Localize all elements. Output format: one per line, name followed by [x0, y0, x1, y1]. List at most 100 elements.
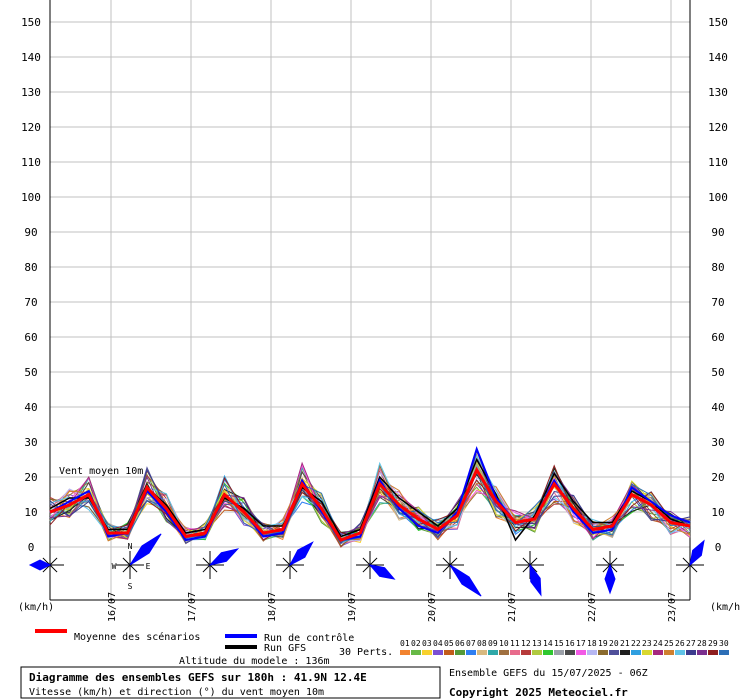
member-swatch: [686, 650, 696, 655]
compass-letter: N: [128, 542, 133, 551]
member-id: 20: [609, 639, 619, 648]
member-swatch: [642, 650, 652, 655]
x-tick-label: 18/07: [267, 592, 278, 622]
x-tick-label: 19/07: [347, 592, 358, 622]
member-id: 12: [521, 639, 531, 648]
compass-letter: S: [128, 582, 133, 591]
rose-spoke: [289, 564, 298, 573]
member-swatch: [521, 650, 531, 655]
member-swatch: [488, 650, 498, 655]
member-id: 18: [587, 639, 597, 648]
member-id: 25: [664, 639, 674, 648]
footer-box: [20, 666, 441, 699]
member-id: 27: [686, 639, 696, 648]
member-id: 15: [554, 639, 564, 648]
direction-arrow: [604, 563, 616, 595]
footer-copyright: Copyright 2025 Meteociel.fr: [449, 686, 628, 699]
x-tick-label: 22/07: [587, 592, 598, 622]
member-id: 19: [598, 639, 608, 648]
direction-rose: [28, 551, 64, 579]
rose-spoke: [609, 557, 618, 566]
member-swatch: [620, 650, 630, 655]
member-id: 04: [433, 639, 443, 648]
y-tick-label: 110: [21, 156, 41, 169]
y-tick-label: 130: [708, 86, 728, 99]
y-tick-label: 120: [708, 121, 728, 134]
member-swatch: [510, 650, 520, 655]
member-id: 22: [631, 639, 641, 648]
rose-spoke: [689, 564, 698, 573]
member-id: 07: [466, 639, 476, 648]
member-swatch: [532, 650, 542, 655]
member-id: 13: [532, 639, 542, 648]
y-tick-label: 80: [24, 261, 37, 274]
legend-control: Run de contrôle: [264, 632, 354, 644]
member-id: 24: [653, 639, 663, 648]
y-tick-label: 110: [708, 156, 728, 169]
y-tick-label: 70: [711, 296, 724, 309]
y-tick-label: 10: [24, 506, 37, 519]
member-id: 21: [620, 639, 630, 648]
y-tick-label: 90: [24, 226, 37, 239]
member-swatch: [587, 650, 597, 655]
y-tick-label: 0: [28, 541, 35, 554]
y-tick-label: 50: [24, 366, 37, 379]
x-tick-label: 23/07: [667, 592, 678, 622]
y-tick-label: 140: [21, 51, 41, 64]
y-tick-label: 60: [711, 331, 724, 344]
y-tick-label: 120: [21, 121, 41, 134]
rose-spoke: [362, 557, 371, 566]
y-tick-label: 150: [708, 16, 728, 29]
legend-perturbations: 30 Perts.: [339, 647, 393, 658]
rose-spoke: [49, 564, 58, 573]
rose-spoke: [369, 557, 378, 566]
legend-swatch-control: [225, 634, 257, 638]
y-axis-right: 0 10 20 30 40 50 60 70 80 90 100 110 120 130 140 150: [708, 16, 728, 554]
direction-arrow: [28, 559, 52, 571]
rose-spoke: [602, 557, 611, 566]
direction-rose: [276, 541, 314, 579]
member-swatch: [598, 650, 608, 655]
rose-spoke: [122, 557, 131, 566]
direction-rose: [516, 551, 544, 597]
y-tick-label: 100: [21, 191, 41, 204]
rose-spoke: [449, 557, 458, 566]
legend-swatch-gfs: [225, 645, 257, 649]
direction-rose: [356, 551, 396, 580]
y-tick-label: 70: [24, 296, 37, 309]
y-axis-left: 0 10 20 30 40 50 60 70 80 90 100 110 120 130 140 150: [21, 16, 41, 554]
y-tick-label: 0: [715, 541, 722, 554]
y-tick-label: 10: [711, 506, 724, 519]
footer-subtitle: Vitesse (km/h) et direction (°) du vent …: [29, 687, 324, 698]
member-id: 11: [510, 639, 520, 648]
legend-swatch-mean: [35, 629, 67, 633]
y-tick-label: 30: [24, 436, 37, 449]
rose-spoke: [42, 557, 51, 566]
y-tick-label: 20: [711, 471, 724, 484]
rose-spoke: [442, 564, 451, 573]
y-tick-label: 100: [708, 191, 728, 204]
direction-arrow: [129, 533, 162, 566]
rose-spoke: [129, 564, 138, 573]
y-tick-label: 90: [711, 226, 724, 239]
rose-spoke: [602, 564, 611, 573]
member-swatch: [675, 650, 685, 655]
member-id: 01: [400, 639, 410, 648]
member-swatch: [609, 650, 619, 655]
member-swatch: [400, 650, 410, 655]
direction-arrow: [288, 541, 314, 567]
legend-gfs: Run GFS: [264, 643, 306, 654]
member-id: 05: [444, 639, 454, 648]
rose-spoke: [122, 564, 131, 573]
legend-mean: Moyenne des scénarios: [74, 631, 200, 643]
main-series-lines: [49, 445, 691, 542]
y-tick-label: 50: [711, 366, 724, 379]
member-swatch: [576, 650, 586, 655]
rose-spoke: [682, 557, 691, 566]
y-tick-label: 20: [24, 471, 37, 484]
y-tick-label: 40: [24, 401, 37, 414]
member-swatch: [422, 650, 432, 655]
x-axis-dates: 16/07 17/07 18/07 19/07 20/07 21/07 22/07 23/07: [107, 592, 678, 622]
member-swatch: [697, 650, 707, 655]
